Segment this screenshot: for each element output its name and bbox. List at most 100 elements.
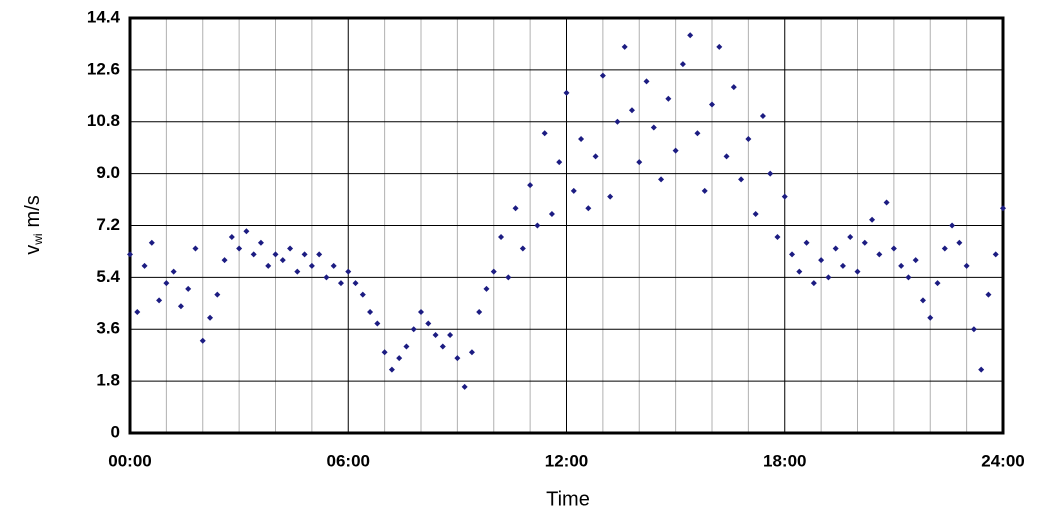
data-point <box>170 268 177 275</box>
y-tick-label: 12.6 <box>87 59 120 78</box>
data-point <box>701 187 708 194</box>
data-point <box>316 251 323 258</box>
data-point <box>243 228 250 235</box>
y-tick-label: 7.2 <box>96 215 120 234</box>
data-point <box>323 274 330 281</box>
data-point <box>367 308 374 315</box>
data-point <box>687 32 694 39</box>
data-point <box>221 257 228 264</box>
data-point <box>468 349 475 356</box>
data-point <box>498 234 505 241</box>
data-point <box>716 43 723 50</box>
data-point <box>527 182 534 189</box>
y-tick-label: 3.6 <box>96 319 120 338</box>
data-point <box>556 159 563 166</box>
data-point <box>447 332 454 339</box>
data-point <box>156 297 163 304</box>
data-point <box>127 251 133 258</box>
data-point <box>512 205 519 212</box>
data-point <box>418 308 424 315</box>
data-point <box>294 268 301 275</box>
data-point <box>970 326 977 333</box>
data-point <box>141 262 148 269</box>
data-point <box>643 78 650 85</box>
data-point <box>912 257 919 264</box>
data-point <box>214 291 221 298</box>
data-point <box>665 95 672 102</box>
data-point <box>636 159 643 166</box>
data-point <box>738 176 745 183</box>
data-point <box>483 285 490 292</box>
data-point <box>861 239 868 246</box>
data-point <box>992 251 999 258</box>
y-axis-label: vwi m/s <box>22 195 45 255</box>
y-label-symbol: v <box>22 245 44 255</box>
y-tick-label: 1.8 <box>96 371 120 390</box>
data-point <box>599 72 606 79</box>
data-point <box>548 210 555 217</box>
data-point <box>628 107 635 114</box>
data-point <box>578 136 585 143</box>
data-point <box>345 268 352 275</box>
data-point <box>978 366 985 373</box>
data-point <box>709 101 715 108</box>
data-point <box>898 262 905 269</box>
data-point <box>308 262 315 269</box>
data-point <box>432 332 439 339</box>
data-point <box>199 337 206 344</box>
data-point <box>410 326 417 333</box>
data-point <box>759 112 766 119</box>
y-label-subscript: wi <box>31 233 45 245</box>
data-point <box>279 257 286 264</box>
data-point <box>905 274 912 281</box>
data-point <box>876 251 883 258</box>
data-point <box>490 268 497 275</box>
data-point <box>388 366 395 373</box>
data-point <box>374 320 381 327</box>
data-point <box>592 153 599 160</box>
data-point <box>796 268 803 275</box>
data-point <box>541 130 548 137</box>
x-tick-label: 18:00 <box>763 451 806 470</box>
data-point <box>774 234 781 241</box>
y-tick-label: 9.0 <box>96 163 120 182</box>
x-tick-label: 00:00 <box>108 451 151 470</box>
data-point <box>519 245 526 252</box>
data-point <box>883 199 890 206</box>
y-tick-label: 14.4 <box>87 7 121 26</box>
data-point <box>207 314 214 321</box>
data-point <box>352 280 359 287</box>
data-point <box>134 308 141 315</box>
data-point <box>941 245 948 252</box>
data-point <box>956 239 963 246</box>
data-point <box>185 285 192 292</box>
data-point <box>621 43 628 50</box>
data-point <box>672 147 679 154</box>
data-point <box>927 314 934 321</box>
x-tick-label: 12:00 <box>545 451 588 470</box>
data-point <box>396 355 403 362</box>
data-point <box>985 291 992 298</box>
data-point <box>803 239 810 246</box>
data-point <box>810 280 817 287</box>
data-point <box>745 136 752 143</box>
data-point <box>192 245 199 252</box>
data-point <box>963 262 970 269</box>
data-point <box>461 383 468 390</box>
data-point <box>854 268 861 275</box>
data-point <box>177 303 184 310</box>
data-point <box>869 216 876 223</box>
plot-frame <box>128 16 1005 435</box>
data-point <box>228 234 235 241</box>
data-point <box>832 245 839 252</box>
data-point <box>287 245 294 252</box>
data-point <box>752 210 759 217</box>
data-point <box>607 193 614 200</box>
data-point <box>650 124 657 131</box>
data-point <box>337 280 344 287</box>
y-tick-label: 10.8 <box>87 111 120 130</box>
data-point <box>148 239 155 246</box>
data-point <box>381 349 388 356</box>
data-point <box>505 274 512 281</box>
